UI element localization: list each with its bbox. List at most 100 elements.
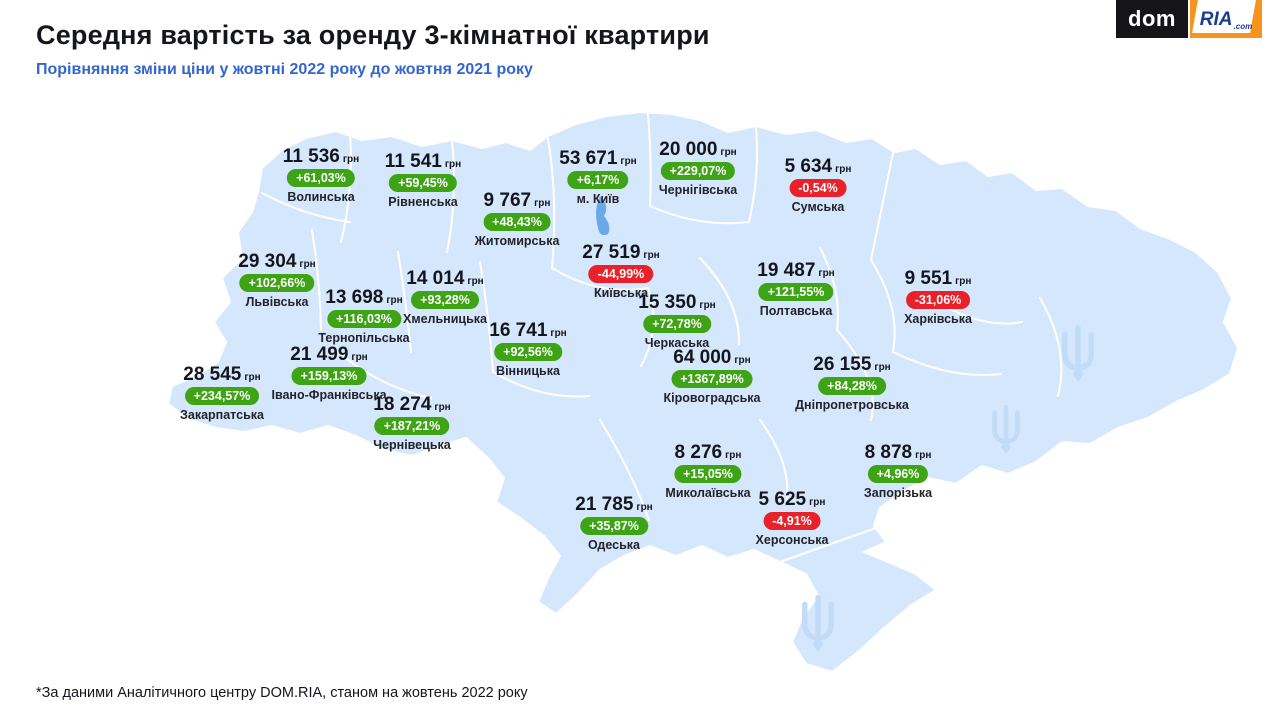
currency-suffix: грн (534, 198, 551, 209)
region-price: 9 767 грн (475, 191, 560, 211)
region-name: Рівненська (388, 194, 458, 209)
currency-suffix: грн (725, 450, 742, 461)
region-price-value: 11 541 (384, 151, 442, 172)
page-title: Середня вартість за оренду 3-кімнатної к… (36, 20, 710, 50)
dom-ria-logo: dom RIA .com (1116, 0, 1262, 38)
region-change-badge: +15,05% (674, 464, 742, 483)
region-price-value: 8 276 (674, 442, 723, 463)
region-change-badge: -0,54% (789, 178, 847, 197)
region-name: Полтавська (759, 303, 833, 318)
region-label: 64 000 грн +1367,89% Кіровоградська (664, 348, 761, 405)
region-price: 16 741 грн (489, 321, 566, 341)
region-price-value: 64 000 (673, 347, 732, 368)
region-price-value: 5 625 (758, 489, 807, 510)
region-label: 11 541 грн +59,45% Рівненська (385, 152, 461, 209)
region-label: 8 878 грн +4,96% Запорізька (864, 443, 932, 500)
region-name: Тернопільська (318, 330, 410, 345)
currency-suffix: грн (244, 372, 261, 383)
ria-logo-tile: RIA .com (1190, 0, 1262, 38)
region-name: Чернігівська (658, 182, 738, 197)
region-change-badge: +72,78% (643, 314, 711, 333)
region-price: 28 545 грн (180, 365, 264, 385)
region-change-badge: +1367,89% (671, 369, 753, 388)
region-label: 9 767 грн +48,43% Житомирська (475, 191, 560, 248)
currency-suffix: грн (386, 295, 403, 306)
region-price: 20 000 грн (659, 140, 737, 160)
ria-logo-text: RIA (1199, 8, 1233, 30)
region-label: 18 274 грн +187,21% Чернівецька (373, 395, 450, 452)
ria-logo-com-text: .com (1233, 22, 1253, 31)
region-label: 13 698 грн +116,03% Тернопільська (318, 288, 409, 345)
region-change-badge: +102,66% (239, 273, 315, 292)
region-name: Одеська (588, 537, 640, 552)
region-label: 53 671 грн +6,17% м. Київ (559, 149, 636, 206)
region-change-badge: +187,21% (374, 416, 450, 435)
region-label: 19 487 грн +121,55% Полтавська (757, 261, 834, 318)
region-change-badge: -44,99% (588, 264, 654, 283)
currency-suffix: грн (734, 355, 751, 366)
region-name: Запорізька (863, 485, 933, 500)
region-change-badge: +59,45% (389, 173, 457, 192)
region-name: Хмельницька (403, 311, 487, 326)
currency-suffix: грн (620, 156, 637, 167)
region-label: 9 551 грн -31,06% Харківська (904, 269, 972, 326)
page-subtitle: Порівняння зміни ціни у жовтні 2022 року… (36, 61, 533, 78)
region-name: Харківська (904, 311, 972, 326)
region-name: Київська (593, 285, 649, 300)
region-price: 15 350 грн (638, 293, 715, 313)
region-price-value: 9 551 (904, 268, 953, 289)
region-label: 21 785 грн +35,87% Одеська (575, 495, 652, 552)
region-label: 11 536 грн +61,03% Волинська (283, 147, 359, 204)
region-label: 5 634 грн -0,54% Сумська (785, 157, 852, 214)
region-change-badge: +61,03% (287, 168, 355, 187)
region-name: Черкаська (644, 335, 710, 350)
region-name: Миколаївська (665, 485, 751, 500)
region-label: 15 350 грн +72,78% Черкаська (638, 293, 715, 350)
region-change-badge: +92,56% (494, 342, 562, 361)
currency-suffix: грн (351, 352, 368, 363)
region-change-badge: +93,28% (411, 290, 479, 309)
region-price-value: 19 487 (757, 260, 816, 281)
region-price: 11 541 грн (385, 152, 461, 172)
currency-suffix: грн (636, 502, 653, 513)
region-price-value: 13 698 (325, 287, 384, 308)
region-label: 5 625 грн -4,91% Херсонська (756, 490, 829, 547)
region-change-badge: +229,07% (660, 161, 736, 180)
region-name: Херсонська (755, 532, 829, 547)
region-price: 29 304 грн (238, 252, 315, 272)
dom-logo-text: dom (1128, 6, 1176, 31)
region-label: 20 000 грн +229,07% Чернігівська (659, 140, 737, 197)
region-price: 11 536 грн (283, 147, 359, 167)
currency-suffix: грн (809, 497, 826, 508)
currency-suffix: грн (434, 402, 451, 413)
region-change-badge: +84,28% (818, 376, 886, 395)
region-price-value: 21 785 (575, 494, 634, 515)
region-label: 27 519 грн -44,99% Київська (582, 243, 659, 300)
region-name: м. Київ (576, 191, 620, 206)
region-price-value: 21 499 (290, 344, 349, 365)
region-change-badge: +234,57% (184, 386, 260, 405)
currency-suffix: грн (299, 259, 316, 270)
currency-suffix: грн (467, 276, 484, 287)
currency-suffix: грн (720, 147, 737, 158)
region-name: Вінницька (496, 363, 560, 378)
region-label: 16 741 грн +92,56% Вінницька (489, 321, 566, 378)
region-price: 64 000 грн (664, 348, 761, 368)
region-change-badge: +159,13% (291, 366, 367, 385)
currency-suffix: грн (444, 159, 462, 170)
region-price-value: 18 274 (373, 394, 432, 415)
currency-suffix: грн (915, 450, 932, 461)
region-price-value: 28 545 (183, 364, 242, 385)
region-price: 19 487 грн (757, 261, 834, 281)
region-price: 8 878 грн (864, 443, 932, 463)
region-price-value: 11 536 (282, 146, 340, 167)
region-change-badge: -4,91% (763, 511, 821, 530)
dom-logo-tile: dom (1116, 0, 1188, 38)
region-price: 53 671 грн (559, 149, 636, 169)
region-price-value: 16 741 (489, 320, 548, 341)
currency-suffix: грн (955, 276, 972, 287)
region-price: 18 274 грн (373, 395, 450, 415)
